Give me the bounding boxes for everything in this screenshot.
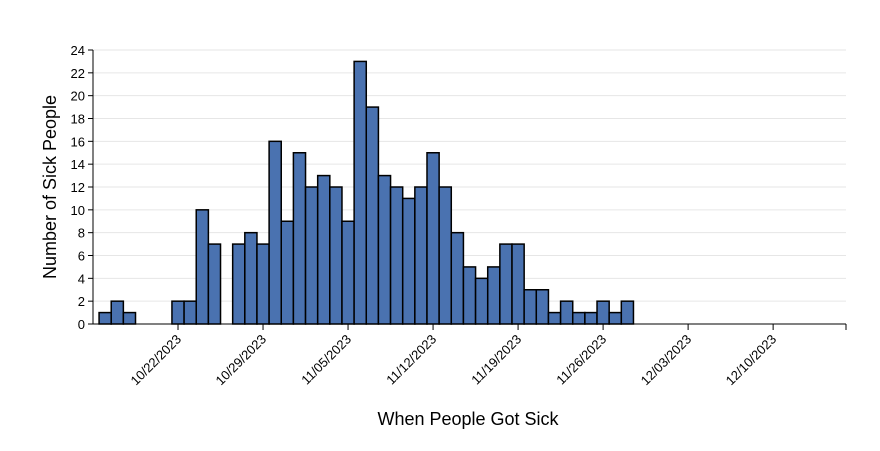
y-tick-label: 22 bbox=[71, 66, 85, 81]
bar bbox=[584, 311, 598, 325]
bar bbox=[535, 289, 550, 325]
bar bbox=[596, 300, 610, 325]
bar bbox=[110, 300, 125, 325]
x-axis-title: When People Got Sick bbox=[377, 409, 559, 429]
bar bbox=[450, 231, 465, 325]
bar bbox=[292, 152, 307, 325]
bar bbox=[559, 300, 574, 325]
bar bbox=[341, 220, 355, 325]
x-tick-label: 10/29/2023 bbox=[213, 332, 270, 389]
bar bbox=[414, 186, 428, 325]
bar bbox=[171, 300, 185, 325]
bar bbox=[438, 186, 453, 325]
bar bbox=[183, 300, 197, 325]
bar bbox=[122, 311, 137, 325]
bar bbox=[462, 266, 477, 325]
y-tick-label: 10 bbox=[71, 203, 85, 218]
y-axis-title: Number of Sick People bbox=[40, 95, 60, 279]
bar bbox=[608, 311, 623, 325]
y-tick-label: 2 bbox=[78, 294, 85, 309]
x-tick-label: 12/10/2023 bbox=[723, 332, 780, 389]
x-tick-label: 11/19/2023 bbox=[468, 332, 524, 388]
y-tick-label: 6 bbox=[78, 249, 85, 264]
bar bbox=[195, 209, 210, 325]
x-tick-label: 10/22/2023 bbox=[128, 332, 185, 389]
x-tick-label: 11/12/2023 bbox=[383, 332, 439, 388]
bar bbox=[207, 243, 222, 325]
bar bbox=[329, 186, 343, 325]
bar bbox=[401, 197, 416, 325]
x-tick-label: 11/26/2023 bbox=[553, 332, 609, 388]
x-tick-label: 11/05/2023 bbox=[298, 332, 354, 388]
bar bbox=[98, 311, 112, 325]
y-tick-label: 14 bbox=[71, 157, 85, 172]
bar bbox=[280, 220, 295, 325]
bar bbox=[256, 243, 270, 325]
bar bbox=[365, 106, 380, 325]
y-tick-label: 4 bbox=[78, 271, 85, 286]
bar bbox=[304, 186, 319, 325]
bar bbox=[523, 289, 538, 325]
bar bbox=[547, 311, 562, 325]
y-tick-label: 12 bbox=[71, 180, 85, 195]
y-tick-label: 16 bbox=[71, 134, 85, 149]
bar bbox=[389, 186, 404, 325]
bar bbox=[499, 243, 513, 325]
bar bbox=[486, 266, 501, 325]
y-tick-label: 24 bbox=[71, 43, 85, 58]
y-tick-label: 0 bbox=[78, 317, 85, 332]
x-tick-label: 12/03/2023 bbox=[638, 332, 695, 389]
bar bbox=[474, 277, 489, 325]
bar bbox=[511, 243, 525, 325]
bar bbox=[268, 140, 282, 325]
bar bbox=[426, 152, 440, 325]
bar bbox=[244, 231, 258, 325]
bar bbox=[571, 311, 586, 325]
bar bbox=[316, 174, 331, 325]
bar bbox=[620, 300, 635, 325]
bar bbox=[353, 60, 368, 325]
y-tick-label: 18 bbox=[71, 112, 85, 127]
bar bbox=[377, 174, 392, 325]
y-tick-label: 8 bbox=[78, 226, 85, 241]
y-tick-label: 20 bbox=[71, 89, 85, 104]
bar bbox=[231, 243, 246, 325]
